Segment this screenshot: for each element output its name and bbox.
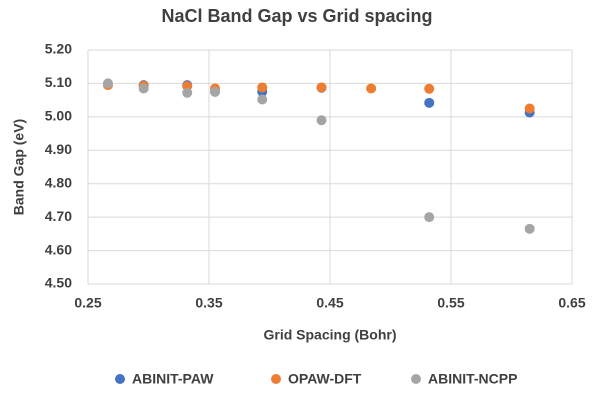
y-axis-label: Band Gap (eV) bbox=[11, 119, 27, 215]
legend-marker bbox=[411, 374, 421, 384]
x-tick-label: 0.45 bbox=[316, 295, 343, 311]
point bbox=[424, 97, 435, 108]
point bbox=[524, 103, 535, 114]
point bbox=[182, 87, 193, 98]
x-axis-label: Grid Spacing (Bohr) bbox=[264, 327, 397, 343]
y-tick-label: 4.90 bbox=[45, 141, 72, 157]
point bbox=[524, 223, 535, 234]
legend-label: OPAW-DFT bbox=[288, 371, 362, 387]
y-tick-label: 4.50 bbox=[45, 275, 72, 291]
y-tick-label: 4.60 bbox=[45, 241, 72, 257]
point bbox=[210, 86, 221, 97]
legend-label: ABINIT-NCPP bbox=[428, 371, 517, 387]
legend-marker bbox=[115, 374, 125, 384]
point bbox=[424, 83, 435, 94]
point bbox=[366, 83, 377, 94]
x-tick-label: 0.55 bbox=[437, 295, 464, 311]
point bbox=[138, 83, 149, 94]
point bbox=[257, 82, 268, 93]
y-tick-label: 4.80 bbox=[45, 174, 72, 190]
point bbox=[316, 115, 327, 126]
point bbox=[102, 78, 113, 89]
legend-label: ABINIT-PAW bbox=[132, 371, 214, 387]
point bbox=[257, 94, 268, 105]
x-tick-label: 0.25 bbox=[74, 295, 101, 311]
x-tick-label: 0.65 bbox=[558, 295, 585, 311]
y-tick-label: 4.70 bbox=[45, 208, 72, 224]
y-tick-label: 5.10 bbox=[45, 74, 72, 90]
chart-title: NaCl Band Gap vs Grid spacing bbox=[161, 6, 432, 26]
y-tick-label: 5.00 bbox=[45, 108, 72, 124]
point bbox=[316, 82, 327, 93]
legend-marker bbox=[271, 374, 281, 384]
y-tick-label: 5.20 bbox=[45, 41, 72, 57]
point bbox=[424, 212, 435, 223]
x-tick-label: 0.35 bbox=[195, 295, 222, 311]
